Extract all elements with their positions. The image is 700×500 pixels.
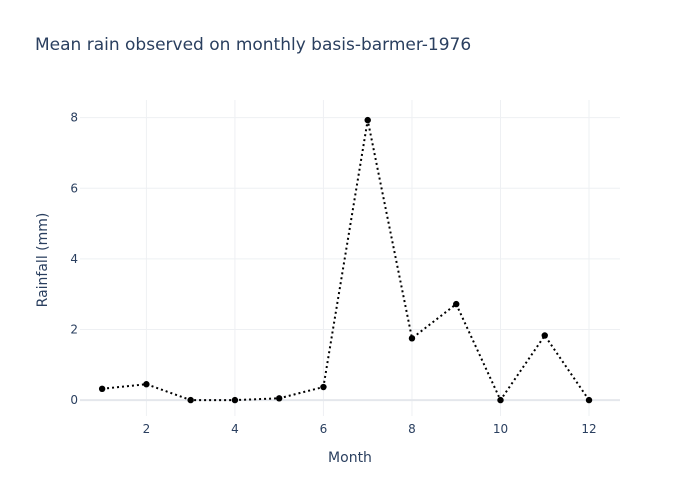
- y-axis-label: Rainfall (mm): [35, 213, 51, 308]
- data-point: [453, 300, 460, 308]
- y-tick-label: 2: [70, 322, 78, 336]
- y-tick-label: 8: [70, 111, 78, 125]
- data-point: [98, 385, 106, 393]
- x-tick-label: 8: [408, 422, 416, 436]
- y-tick-label: 0: [70, 393, 78, 407]
- data-point: [320, 383, 327, 391]
- x-tick-label: 4: [231, 422, 239, 436]
- chart-title: Mean rain observed on monthly basis-barm…: [35, 35, 471, 55]
- data-point: [231, 396, 239, 404]
- x-tick-label: 12: [581, 422, 596, 436]
- y-axis-ticks: 0 2 4 6 8: [70, 111, 78, 407]
- data-point: [143, 381, 150, 388]
- data-points: [98, 116, 593, 404]
- data-point: [364, 116, 371, 124]
- y-tick-label: 4: [70, 252, 78, 266]
- x-axis-label: Month: [328, 450, 372, 466]
- y-tick-label: 6: [70, 181, 78, 195]
- data-point: [585, 396, 593, 404]
- x-tick-label: 2: [143, 422, 151, 436]
- x-axis-ticks: 2 4 6 8 10 12: [143, 422, 597, 436]
- data-point: [541, 332, 548, 339]
- x-tick-label: 6: [320, 422, 328, 436]
- grid: [80, 100, 620, 416]
- series-line: [101, 119, 590, 403]
- data-point: [187, 396, 194, 404]
- data-point: [497, 396, 504, 404]
- data-point: [408, 335, 416, 342]
- x-tick-label: 10: [493, 422, 508, 436]
- data-point: [275, 395, 283, 402]
